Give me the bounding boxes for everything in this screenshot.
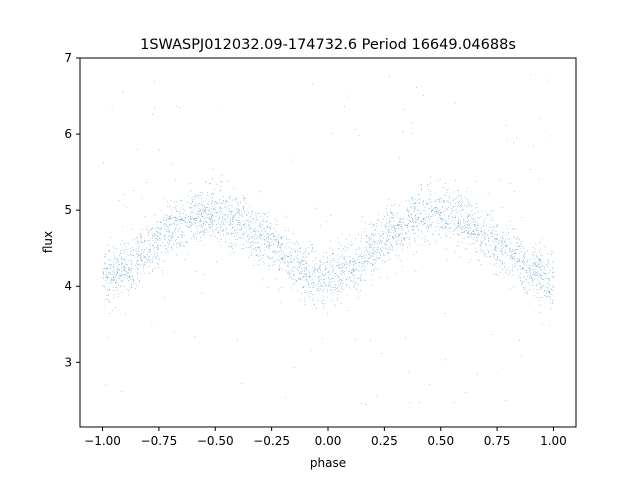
x-tick-label: −0.50 <box>197 434 234 448</box>
x-tick-label: −0.25 <box>253 434 290 448</box>
chart-title: 1SWASPJ012032.09-174732.6 Period 16649.0… <box>140 37 516 53</box>
y-tick-label: 4 <box>64 279 72 293</box>
data-points <box>102 74 554 405</box>
y-tick-label: 6 <box>64 127 72 141</box>
x-tick-label: 0.50 <box>427 434 454 448</box>
x-axis-label: phase <box>310 456 346 470</box>
y-axis: 3 4 5 6 7 <box>64 51 80 369</box>
x-tick-label: −1.00 <box>84 434 121 448</box>
y-axis-label: flux <box>41 231 55 253</box>
x-tick-label: 0.25 <box>371 434 398 448</box>
x-tick-label: −0.75 <box>141 434 178 448</box>
x-tick-label: 0.75 <box>484 434 511 448</box>
x-axis: −1.00 −0.75 −0.50 −0.25 0.00 0.25 0.50 0.75 1.00 <box>84 427 567 448</box>
y-tick-label: 3 <box>64 355 72 369</box>
x-tick-label: 1.00 <box>540 434 567 448</box>
y-tick-label: 7 <box>64 51 72 65</box>
x-tick-label: 0.00 <box>315 434 342 448</box>
y-tick-label: 5 <box>64 203 72 217</box>
scatter-points <box>102 74 554 405</box>
